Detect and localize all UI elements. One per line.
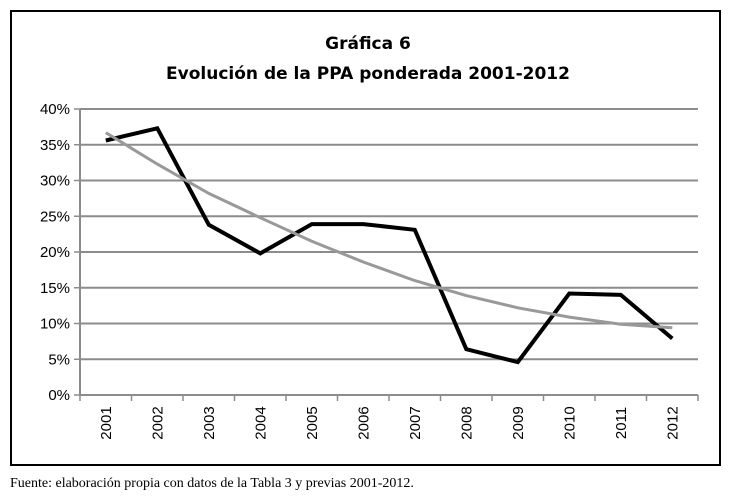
x-tick-label: 2003 bbox=[201, 406, 218, 439]
x-tick-label: 2001 bbox=[98, 406, 115, 439]
source-footnote: Fuente: elaboración propia con datos de … bbox=[10, 476, 414, 491]
x-tick-label: 2011 bbox=[613, 407, 630, 439]
chart-subtitle: Evolución de la PPA ponderada 2001-2012 bbox=[166, 64, 570, 84]
x-tick-label: 2007 bbox=[407, 406, 424, 439]
y-tick-label: 35% bbox=[40, 137, 70, 154]
label-layer: 0% 5% 10% 15% 20% 25% 30% 35% 40% 2001 2002 2003 200… bbox=[40, 101, 681, 440]
chart-frame: Gráfica 6 Evolución de la PPA ponderada … bbox=[10, 10, 721, 466]
series-line-ppa bbox=[105, 125, 674, 365]
y-tick-label: 10% bbox=[40, 316, 70, 333]
x-tick-label: 2004 bbox=[252, 406, 269, 439]
y-tick-label: 15% bbox=[40, 280, 70, 297]
x-tick-label: 2002 bbox=[149, 406, 166, 439]
y-tick-label: 30% bbox=[40, 173, 70, 190]
x-tick-label: 2009 bbox=[510, 406, 527, 439]
series-line-trend bbox=[105, 131, 673, 330]
y-tick-label: 5% bbox=[48, 351, 70, 368]
x-tick-label: 2006 bbox=[355, 406, 372, 439]
chart-title: Gráfica 6 bbox=[325, 34, 411, 54]
chart-svg: Gráfica 6 Evolución de la PPA ponderada … bbox=[40, 34, 699, 440]
series-layer bbox=[105, 125, 674, 365]
x-tick-label: 2008 bbox=[458, 406, 475, 439]
x-tick-label: 2005 bbox=[304, 406, 321, 439]
x-tick-label: 2010 bbox=[561, 406, 578, 439]
axis-layer bbox=[74, 108, 699, 401]
y-tick-label: 0% bbox=[48, 387, 70, 404]
y-tick-label: 40% bbox=[40, 101, 70, 118]
x-tick-label: 2012 bbox=[664, 406, 681, 439]
y-tick-label: 20% bbox=[40, 244, 70, 261]
y-tick-label: 25% bbox=[40, 208, 70, 225]
